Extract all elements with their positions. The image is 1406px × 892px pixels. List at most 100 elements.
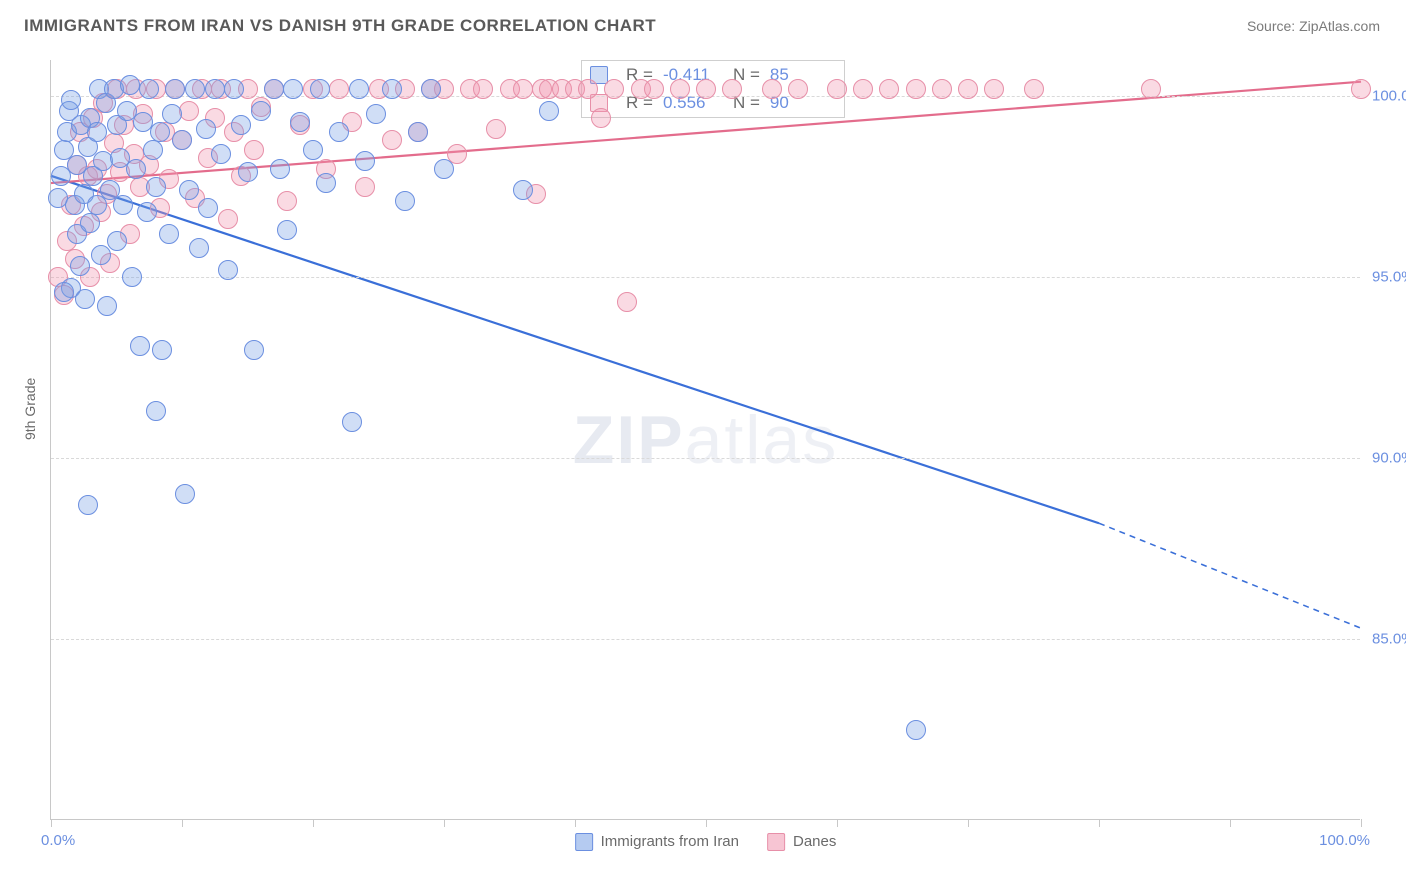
data-point <box>189 238 209 258</box>
data-point <box>179 101 199 121</box>
x-axis-min-label: 0.0% <box>41 832 75 849</box>
y-tick-label: 90.0% <box>1362 450 1406 467</box>
data-point <box>604 79 624 99</box>
gridline-h <box>51 639 1360 640</box>
data-point <box>198 198 218 218</box>
data-point <box>264 79 284 99</box>
x-tick <box>575 819 576 827</box>
data-point <box>231 115 251 135</box>
data-point <box>932 79 952 99</box>
data-point <box>329 79 349 99</box>
data-point <box>146 177 166 197</box>
data-point <box>97 296 117 316</box>
chart-container: IMMIGRANTS FROM IRAN VS DANISH 9TH GRADE… <box>0 0 1406 892</box>
legend-label: Danes <box>793 833 836 850</box>
x-axis-max-label: 100.0% <box>1319 832 1370 849</box>
data-point <box>1141 79 1161 99</box>
data-point <box>238 162 258 182</box>
legend-label: Immigrants from Iran <box>601 833 739 850</box>
data-point <box>218 209 238 229</box>
data-point <box>70 256 90 276</box>
x-tick <box>182 819 183 827</box>
x-tick <box>51 819 52 827</box>
data-point <box>486 119 506 139</box>
y-axis-label: 9th Grade <box>22 378 38 440</box>
data-point <box>513 79 533 99</box>
x-tick <box>1230 819 1231 827</box>
source-attribution: Source: ZipAtlas.com <box>1247 18 1380 34</box>
data-point <box>277 220 297 240</box>
data-point <box>395 191 415 211</box>
data-point <box>696 79 716 99</box>
data-point <box>617 292 637 312</box>
data-point <box>349 79 369 99</box>
data-point <box>984 79 1004 99</box>
data-point <box>644 79 664 99</box>
data-point <box>355 151 375 171</box>
x-tick <box>1099 819 1100 827</box>
data-point <box>342 412 362 432</box>
series-legend: Immigrants from Iran Danes <box>575 833 837 851</box>
data-point <box>244 140 264 160</box>
trend-line-extrapolated <box>1099 523 1361 628</box>
x-tick <box>837 819 838 827</box>
data-point <box>146 401 166 421</box>
data-point <box>107 231 127 251</box>
data-point <box>421 79 441 99</box>
data-point <box>722 79 742 99</box>
data-point <box>179 180 199 200</box>
data-point <box>218 260 238 280</box>
data-point <box>113 195 133 215</box>
data-point <box>762 79 782 99</box>
data-point <box>126 159 146 179</box>
data-point <box>283 79 303 99</box>
data-point <box>670 79 690 99</box>
x-tick <box>444 819 445 827</box>
x-tick <box>968 819 969 827</box>
data-point <box>434 159 454 179</box>
data-point <box>853 79 873 99</box>
gridline-h <box>51 458 1360 459</box>
data-point <box>162 104 182 124</box>
data-point <box>906 720 926 740</box>
data-point <box>175 484 195 504</box>
data-point <box>578 79 598 99</box>
data-point <box>205 79 225 99</box>
data-point <box>165 79 185 99</box>
data-point <box>827 79 847 99</box>
data-point <box>591 108 611 128</box>
x-tick <box>313 819 314 827</box>
data-point <box>408 122 428 142</box>
data-point <box>80 213 100 233</box>
x-tick <box>1361 819 1362 827</box>
data-point <box>78 495 98 515</box>
data-point <box>172 130 192 150</box>
data-point <box>366 104 386 124</box>
data-point <box>879 79 899 99</box>
data-point <box>211 144 231 164</box>
data-point <box>251 101 271 121</box>
data-point <box>906 79 926 99</box>
data-point <box>355 177 375 197</box>
data-point <box>788 79 808 99</box>
legend-swatch <box>767 833 785 851</box>
data-point <box>1024 79 1044 99</box>
data-point <box>87 122 107 142</box>
data-point <box>139 79 159 99</box>
data-point <box>473 79 493 99</box>
legend-swatch <box>575 833 593 851</box>
data-point <box>159 224 179 244</box>
y-tick-label: 85.0% <box>1362 631 1406 648</box>
data-point <box>316 173 336 193</box>
data-point <box>1351 79 1371 99</box>
data-point <box>513 180 533 200</box>
data-point <box>185 79 205 99</box>
legend-item: Immigrants from Iran <box>575 833 739 851</box>
chart-title: IMMIGRANTS FROM IRAN VS DANISH 9TH GRADE… <box>24 16 656 36</box>
data-point <box>329 122 349 142</box>
data-point <box>91 245 111 265</box>
data-point <box>137 202 157 222</box>
data-point <box>152 340 172 360</box>
trend-line <box>51 176 1099 523</box>
legend-item: Danes <box>767 833 836 851</box>
